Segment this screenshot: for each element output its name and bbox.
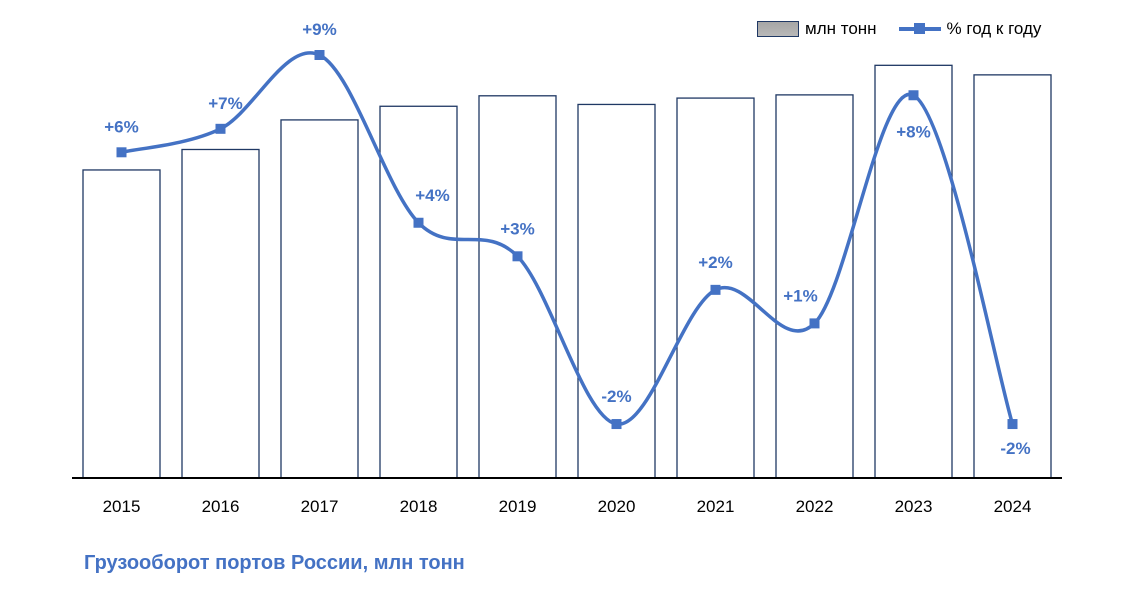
line-point-2017 bbox=[314, 50, 325, 60]
bar-value-label: 835 bbox=[700, 113, 730, 133]
line-value-label: -2% bbox=[601, 387, 631, 406]
bar-value-label: 817 bbox=[403, 121, 433, 141]
bar-value-label: 821 bbox=[601, 119, 631, 139]
legend: млн тонн % год к году bbox=[757, 19, 1041, 39]
bar-2019 bbox=[478, 95, 557, 479]
bar-2015 bbox=[82, 169, 161, 479]
x-tick-label: 2024 bbox=[994, 497, 1032, 516]
x-tick-label: 2022 bbox=[796, 497, 834, 516]
line-point-2020 bbox=[611, 419, 622, 430]
chart-title: Грузооборот портов России, млн тонн bbox=[84, 552, 465, 574]
line-point-2023 bbox=[908, 90, 919, 101]
bar-2022 bbox=[775, 94, 854, 479]
bar-value-label: 787 bbox=[304, 135, 334, 155]
bar-2018 bbox=[379, 105, 458, 479]
line-value-label: +9% bbox=[302, 20, 337, 39]
line-value-label: +4% bbox=[415, 186, 450, 205]
legend-bar-swatch bbox=[757, 21, 799, 37]
legend-bar-label: млн тонн bbox=[805, 19, 877, 38]
legend-line-swatch bbox=[898, 23, 941, 34]
line-value-label: +3% bbox=[500, 219, 535, 238]
bar-value-label: 842 bbox=[799, 110, 829, 130]
line-point-2022 bbox=[809, 318, 820, 329]
x-tick-label: 2020 bbox=[598, 497, 636, 516]
x-tick-label: 2015 bbox=[103, 497, 141, 516]
line-point-2024 bbox=[1007, 419, 1018, 430]
x-tick-label: 2023 bbox=[895, 497, 933, 516]
bar-2024 bbox=[973, 74, 1052, 479]
line-point-2021 bbox=[710, 284, 721, 295]
bar-2016 bbox=[181, 148, 260, 479]
line-point-2016 bbox=[215, 123, 226, 134]
line-value-label: +6% bbox=[104, 117, 139, 136]
line-value-label: +1% bbox=[783, 286, 818, 305]
bar-value-label: 722 bbox=[205, 164, 235, 184]
bar-2023 bbox=[874, 64, 953, 479]
x-tick-label: 2016 bbox=[202, 497, 240, 516]
bar-value-label: 840 bbox=[502, 111, 532, 131]
line-value-label: +8% bbox=[896, 122, 931, 141]
bar-2020 bbox=[577, 103, 656, 479]
x-tick-label: 2017 bbox=[301, 497, 339, 516]
legend-line-label: % год к году bbox=[946, 19, 1042, 38]
line-point-2019 bbox=[512, 251, 523, 262]
x-tick-label: 2021 bbox=[697, 497, 735, 516]
bar-2017 bbox=[280, 119, 359, 479]
line-value-label: +2% bbox=[698, 253, 733, 272]
bar-value-label: 886 bbox=[997, 90, 1027, 110]
line-point-2015 bbox=[116, 147, 127, 158]
line-value-label: -2% bbox=[1000, 439, 1030, 458]
line-value-label: +7% bbox=[208, 94, 243, 113]
x-tick-label: 2018 bbox=[400, 497, 438, 516]
line-point-2018 bbox=[413, 217, 424, 228]
bar-value-label: 677 bbox=[106, 185, 136, 205]
x-tick-label: 2019 bbox=[499, 497, 537, 516]
